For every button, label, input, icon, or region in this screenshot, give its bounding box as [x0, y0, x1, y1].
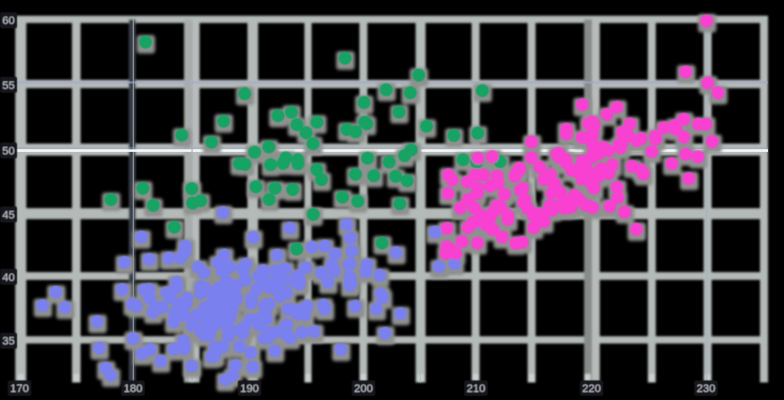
svg-text:180: 180 — [124, 383, 143, 395]
svg-text:35: 35 — [2, 336, 15, 348]
svg-text:230: 230 — [697, 383, 716, 395]
svg-text:45: 45 — [2, 209, 15, 221]
svg-text:200: 200 — [354, 383, 373, 395]
svg-text:190: 190 — [240, 383, 259, 395]
svg-text:170: 170 — [10, 383, 29, 395]
svg-text:40: 40 — [2, 272, 15, 284]
svg-text:220: 220 — [582, 383, 601, 395]
svg-text:60: 60 — [2, 15, 15, 27]
svg-text:210: 210 — [467, 383, 486, 395]
svg-text:50: 50 — [2, 145, 15, 157]
svg-text:55: 55 — [2, 80, 15, 92]
